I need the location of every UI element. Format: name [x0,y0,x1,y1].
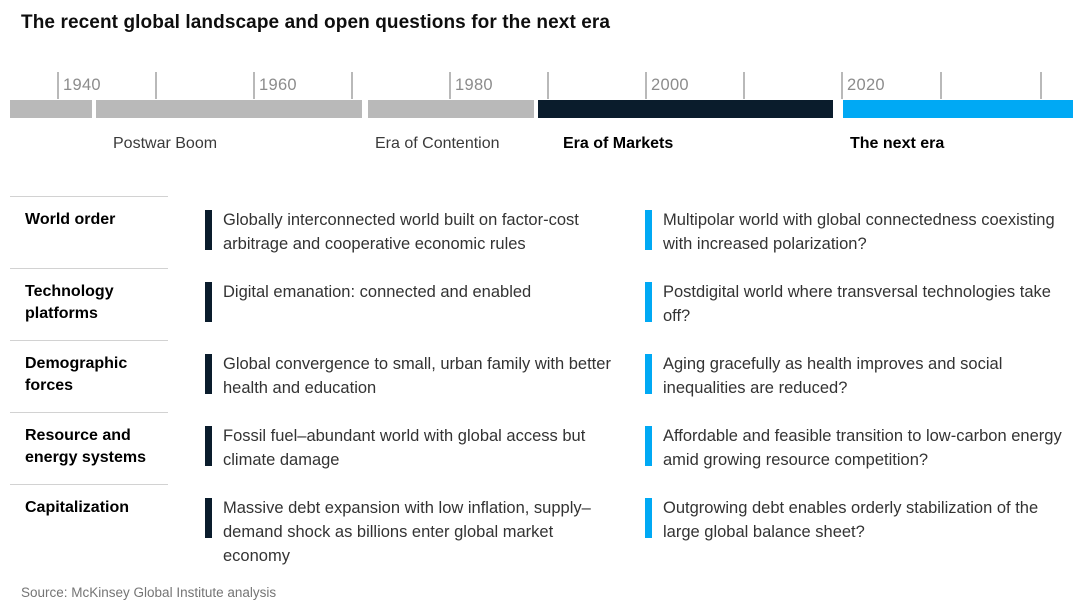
row-label: World order [25,211,116,228]
decade-tick [547,72,549,99]
era-of-markets-cell: Digital emanation: connected and enabled [205,279,645,340]
decade-tick [841,72,843,99]
era-label: Postwar Boom [113,135,218,152]
era-of-markets-cell: Fossil fuel–abundant world with global a… [205,423,645,484]
row-divider [10,412,168,413]
next-era-cell: Multipolar world with global connectedne… [645,207,1088,268]
year-label: 2000 [651,76,689,94]
next-era-cell: Outgrowing debt enables orderly stabiliz… [645,495,1088,568]
next-era-marker-bar [645,426,652,466]
row-label: Resource and energy systems [25,427,146,466]
table-row: Capitalization Massive debt expansion wi… [0,484,1088,568]
year-label: 2020 [847,76,885,94]
era-of-markets-cell: Global convergence to small, urban famil… [205,351,645,412]
timeline: 1940 1960 1980 2000 2020 Postwar Boom Era of … [0,0,1088,160]
markets-text: Massive debt expansion with low inflatio… [223,499,591,565]
era-label: The next era [850,135,945,152]
table-row: Resource and energy systems Fossil fuel–… [0,412,1088,484]
table-row: World order Globally interconnected worl… [0,196,1088,268]
postwar-boom-bar [96,100,362,118]
decade-tick [351,72,353,99]
markets-marker-bar [205,210,212,250]
decade-tick [253,72,255,99]
pre-1940-bar [10,100,92,118]
table-row: Demographic forces Global convergence to… [0,340,1088,412]
row-divider [10,196,168,197]
decade-tick [449,72,451,99]
page-title: The recent global landscape and open que… [21,12,611,33]
next-era-cell: Postdigital world where transversal tech… [645,279,1088,340]
markets-marker-bar [205,426,212,466]
markets-text: Digital emanation: connected and enabled [223,283,532,301]
year-label: 1940 [63,76,101,94]
markets-marker-bar [205,354,212,394]
next-era-text: Aging gracefully as health improves and … [663,355,1003,397]
era-of-markets-cell: Massive debt expansion with low inflatio… [205,495,645,568]
era-label: Era of Contention [375,135,500,152]
markets-marker-bar [205,498,212,538]
source-note: Source: McKinsey Global Institute analys… [21,585,277,600]
row-divider [10,268,168,269]
row-label: Capitalization [25,499,130,516]
next-era-bar [843,100,1073,118]
next-era-text: Outgrowing debt enables orderly stabiliz… [663,499,1039,541]
era-label: Era of Markets [563,135,674,152]
markets-text: Fossil fuel–abundant world with global a… [223,427,586,469]
decade-tick [1040,72,1042,99]
row-label: Technology platforms [25,283,114,322]
decade-tick [940,72,942,99]
next-era-text: Affordable and feasible transition to lo… [663,427,1062,469]
next-era-cell: Aging gracefully as health improves and … [645,351,1088,412]
table-row: Technology platforms Digital emanation: … [0,268,1088,340]
next-era-marker-bar [645,282,652,322]
markets-text: Globally interconnected world built on f… [223,211,579,253]
year-label: 1980 [455,76,493,94]
next-era-text: Multipolar world with global connectedne… [663,211,1055,253]
next-era-marker-bar [645,210,652,250]
row-label: Demographic forces [25,355,128,394]
era-of-markets-cell: Globally interconnected world built on f… [205,207,645,268]
decade-tick [57,72,59,99]
decade-tick [645,72,647,99]
next-era-text: Postdigital world where transversal tech… [663,283,1051,325]
row-divider [10,340,168,341]
markets-marker-bar [205,282,212,322]
next-era-cell: Affordable and feasible transition to lo… [645,423,1088,484]
next-era-marker-bar [645,498,652,538]
era-of-contention-bar [368,100,534,118]
markets-text: Global convergence to small, urban famil… [223,355,611,397]
comparison-table: World order Globally interconnected worl… [0,196,1088,568]
decade-tick [743,72,745,99]
year-label: 1960 [259,76,297,94]
next-era-marker-bar [645,354,652,394]
row-divider [10,484,168,485]
decade-tick [155,72,157,99]
era-of-markets-bar [538,100,833,118]
